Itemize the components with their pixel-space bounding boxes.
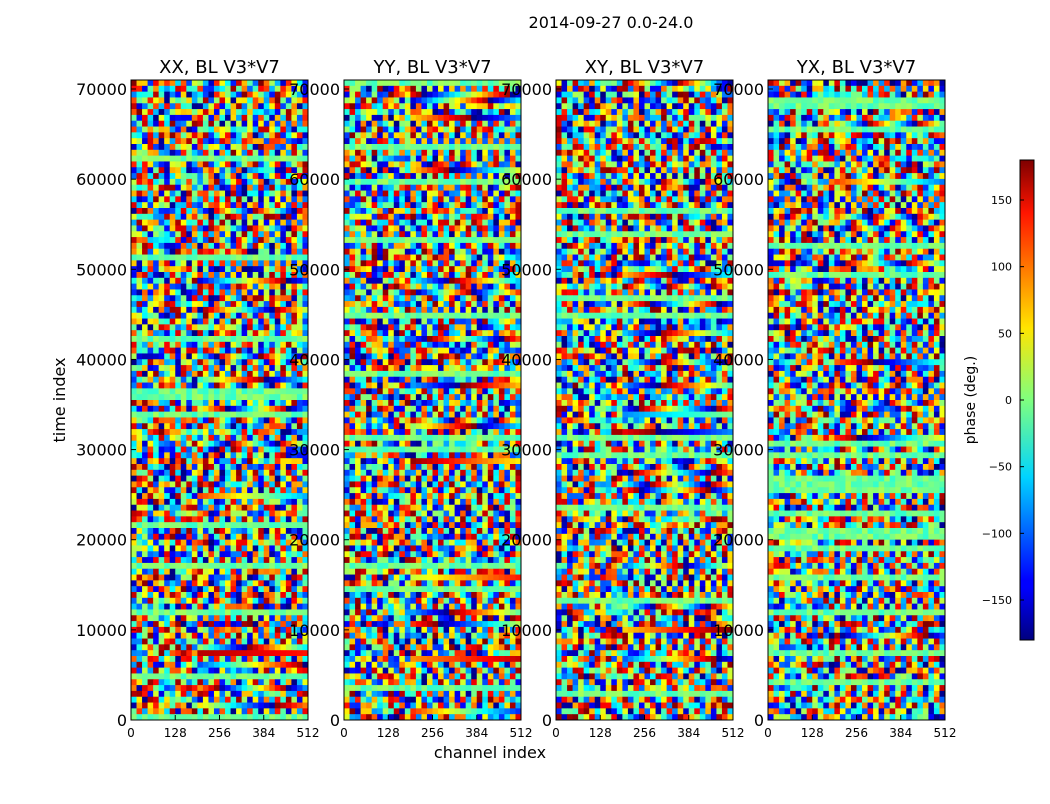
y-tick-label: 10000 bbox=[501, 621, 552, 640]
y-tick-label: 40000 bbox=[501, 350, 552, 369]
x-tick-label: 0 bbox=[552, 726, 560, 740]
x-tick-label: 0 bbox=[764, 726, 772, 740]
y-tick-label: 10000 bbox=[713, 621, 764, 640]
y-tick-label: 70000 bbox=[501, 80, 552, 99]
x-tick-label: 384 bbox=[465, 726, 488, 740]
colorbar-tick-label: −150 bbox=[982, 594, 1012, 607]
y-tick-label: 10000 bbox=[289, 621, 340, 640]
y-tick-label: 20000 bbox=[289, 531, 340, 550]
y-tick-label: 70000 bbox=[76, 80, 127, 99]
x-tick-label: 512 bbox=[722, 726, 745, 740]
y-tick-label: 40000 bbox=[76, 350, 127, 369]
colorbar: 150 100 50 0 −50 −100 −150 phase (deg.) bbox=[963, 160, 1034, 640]
x-tick-label: 512 bbox=[934, 726, 957, 740]
colorbar-label: phase (deg.) bbox=[963, 356, 979, 444]
x-tick-label: 128 bbox=[589, 726, 612, 740]
y-tick-label: 30000 bbox=[713, 441, 764, 460]
x-tick-label: 512 bbox=[510, 726, 533, 740]
y-tick-label: 0 bbox=[330, 711, 340, 730]
y-tick-label: 20000 bbox=[501, 531, 552, 550]
x-tick-label: 384 bbox=[677, 726, 700, 740]
y-tick-label: 50000 bbox=[501, 260, 552, 279]
x-tick-label: 384 bbox=[252, 726, 275, 740]
panel-0: XX, BL V3*V7 0 128 256 384 512 0 10000 20000 3000… bbox=[76, 57, 319, 740]
y-tick-label: 70000 bbox=[713, 80, 764, 99]
y-tick-label: 20000 bbox=[76, 531, 127, 550]
y-tick-label: 30000 bbox=[501, 441, 552, 460]
y-tick-label: 50000 bbox=[76, 260, 127, 279]
y-tick-label: 60000 bbox=[76, 170, 127, 189]
x-tick-label: 128 bbox=[377, 726, 400, 740]
y-tick-label: 0 bbox=[117, 711, 127, 730]
y-tick-label: 20000 bbox=[713, 531, 764, 550]
colorbar-tick-label: 50 bbox=[998, 327, 1012, 340]
phase-image bbox=[768, 80, 945, 720]
panel-title: YY, BL V3*V7 bbox=[372, 57, 491, 78]
colorbar-tick-label: 150 bbox=[991, 194, 1012, 207]
figure-title: 2014-09-27 0.0-24.0 bbox=[529, 13, 694, 32]
panel-title: XY, BL V3*V7 bbox=[585, 57, 704, 78]
x-axis-label: channel index bbox=[434, 743, 546, 762]
panel-3: YX, BL V3*V7 0 128 256 384 512 0 10000 20000 3000… bbox=[713, 57, 956, 740]
x-tick-label: 256 bbox=[421, 726, 444, 740]
y-tick-label: 60000 bbox=[501, 170, 552, 189]
phase-image bbox=[131, 80, 308, 720]
x-tick-label: 0 bbox=[127, 726, 135, 740]
y-tick-label: 0 bbox=[754, 711, 764, 730]
x-tick-label: 256 bbox=[208, 726, 231, 740]
y-tick-label: 0 bbox=[542, 711, 552, 730]
colorbar-tick-label: −100 bbox=[982, 527, 1012, 540]
y-tick-label: 30000 bbox=[76, 441, 127, 460]
colorbar-tick-label: −50 bbox=[989, 461, 1012, 474]
y-tick-label: 50000 bbox=[289, 260, 340, 279]
panel-title: XX, BL V3*V7 bbox=[159, 57, 280, 78]
x-tick-label: 384 bbox=[889, 726, 912, 740]
colorbar-tick-label: 100 bbox=[991, 261, 1012, 274]
y-tick-label: 50000 bbox=[713, 260, 764, 279]
panel-title: YX, BL V3*V7 bbox=[796, 57, 916, 78]
y-tick-label: 30000 bbox=[289, 441, 340, 460]
x-tick-label: 256 bbox=[845, 726, 868, 740]
y-tick-label: 40000 bbox=[289, 350, 340, 369]
colorbar-tick-label: 0 bbox=[1005, 394, 1012, 407]
x-tick-label: 0 bbox=[340, 726, 348, 740]
phase-image bbox=[344, 80, 521, 720]
x-tick-label: 512 bbox=[297, 726, 320, 740]
panel-2: XY, BL V3*V7 0 128 256 384 512 0 10000 20000 3000… bbox=[501, 57, 744, 740]
y-axis-label: time index bbox=[50, 357, 69, 442]
y-tick-label: 40000 bbox=[713, 350, 764, 369]
y-tick-label: 60000 bbox=[713, 170, 764, 189]
y-tick-label: 10000 bbox=[76, 621, 127, 640]
phase-image bbox=[556, 80, 733, 720]
panel-1: YY, BL V3*V7 0 128 256 384 512 0 10000 20000 3000… bbox=[289, 57, 532, 740]
y-tick-label: 70000 bbox=[289, 80, 340, 99]
x-tick-label: 256 bbox=[633, 726, 656, 740]
x-tick-label: 128 bbox=[801, 726, 824, 740]
x-tick-label: 128 bbox=[164, 726, 187, 740]
y-tick-label: 60000 bbox=[289, 170, 340, 189]
